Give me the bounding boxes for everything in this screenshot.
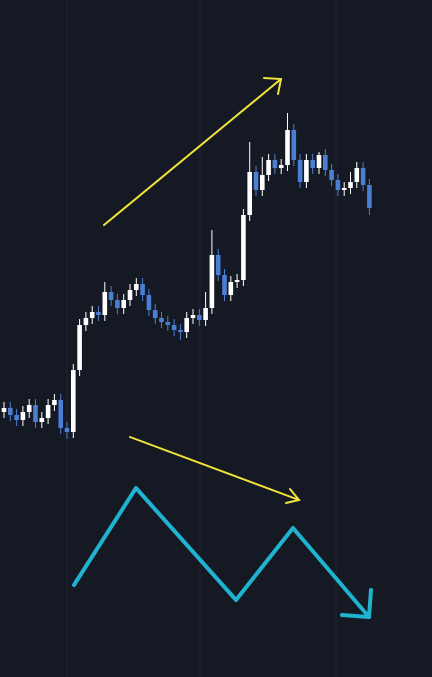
candle-body xyxy=(33,405,38,422)
candle-body xyxy=(360,168,366,185)
candle-body xyxy=(26,405,32,412)
candle-body xyxy=(127,290,133,300)
candle-body xyxy=(96,312,101,315)
down-arrow xyxy=(129,436,301,504)
candle-body xyxy=(304,160,309,182)
candle-body xyxy=(266,160,271,175)
candle-body xyxy=(39,418,45,422)
candle-body xyxy=(348,182,353,188)
candle-body xyxy=(247,172,252,215)
candle-body xyxy=(316,155,322,168)
candle-body xyxy=(20,412,26,420)
candles xyxy=(1,113,372,439)
candle-body xyxy=(253,172,259,190)
candle-body xyxy=(190,315,196,318)
candle-body xyxy=(184,318,189,332)
candle-body xyxy=(45,405,51,418)
candle-body xyxy=(323,155,328,170)
candle-body xyxy=(310,160,315,168)
candle-body xyxy=(89,312,95,318)
candle-body xyxy=(178,330,183,332)
candle-body xyxy=(278,165,284,168)
candle-body xyxy=(341,188,347,190)
candle-body xyxy=(354,168,360,182)
candle-body xyxy=(8,408,13,415)
candle-body xyxy=(71,370,76,432)
candle-body xyxy=(83,318,89,325)
candle-body xyxy=(234,280,240,282)
candle-body xyxy=(228,282,234,295)
candle-body xyxy=(165,322,171,325)
candle-body xyxy=(102,292,108,315)
candle-body xyxy=(159,318,164,322)
candle-body xyxy=(121,300,126,308)
candle-body xyxy=(1,408,7,412)
candle-body xyxy=(64,428,70,432)
candle-body xyxy=(215,255,221,275)
candle-body xyxy=(52,400,57,405)
candle-body xyxy=(146,295,152,310)
candle-body xyxy=(58,400,63,428)
zigzag-pattern xyxy=(72,486,373,619)
candle-body xyxy=(329,170,334,180)
candle-body xyxy=(285,130,290,165)
candle-body xyxy=(222,275,227,295)
candle-body xyxy=(203,308,208,320)
up-arrow xyxy=(103,77,283,226)
candle-body xyxy=(335,180,341,190)
candle-body xyxy=(260,175,265,190)
candle-body xyxy=(297,160,303,182)
candle-body xyxy=(171,325,177,330)
candle-body xyxy=(241,215,246,280)
candle-body xyxy=(197,315,202,320)
candle-body xyxy=(152,310,158,318)
candle-body xyxy=(77,325,82,370)
candle-body xyxy=(140,284,145,295)
candle-body xyxy=(291,130,297,160)
candle-body xyxy=(14,415,19,420)
candle-body xyxy=(209,255,215,308)
candle-body xyxy=(272,160,278,168)
candle-body xyxy=(115,300,120,308)
candle-body xyxy=(108,292,114,300)
candle-body xyxy=(367,185,372,208)
candle-body xyxy=(134,284,139,290)
